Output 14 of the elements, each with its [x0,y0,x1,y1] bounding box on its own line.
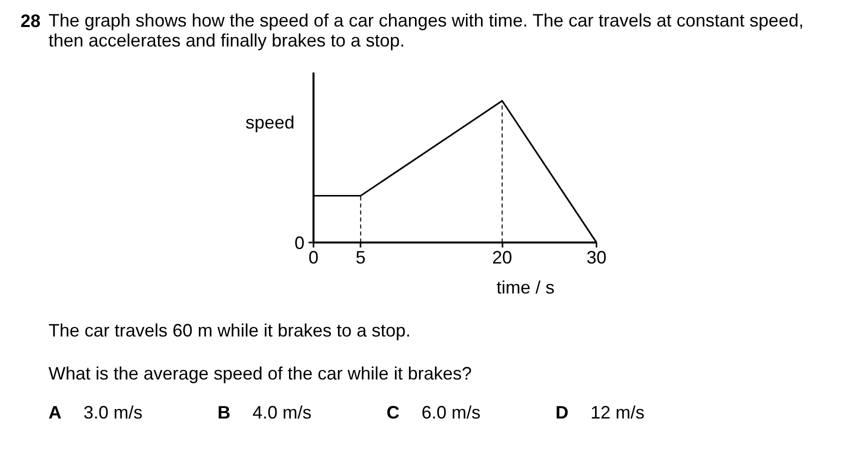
text: 0 [294,233,305,253]
x-tick-label: 30 [586,248,607,268]
text: C 6.0 m/s [386,402,481,422]
x-tick-label: 5 [356,248,366,268]
text: The car travels 60 m while it brakes to a stop. [48,320,411,340]
text: B 4.0 m/s [218,402,312,422]
y-axis-title: speed [245,112,295,132]
text: What is the average speed of the car while it brakes? [48,364,472,384]
chart-title: 28 The graph shows how the speed of a car changes with time. The car travels at constant speed, then accelerates and finally brakes to a stop. [20,10,804,50]
x-axis-title: time / s [496,278,555,298]
text: A 3.0 m/s [48,402,143,422]
x-tick-label: 0 [308,248,319,268]
x-tick-label: 20 [492,248,512,268]
text: D 12 m/s [556,402,645,422]
